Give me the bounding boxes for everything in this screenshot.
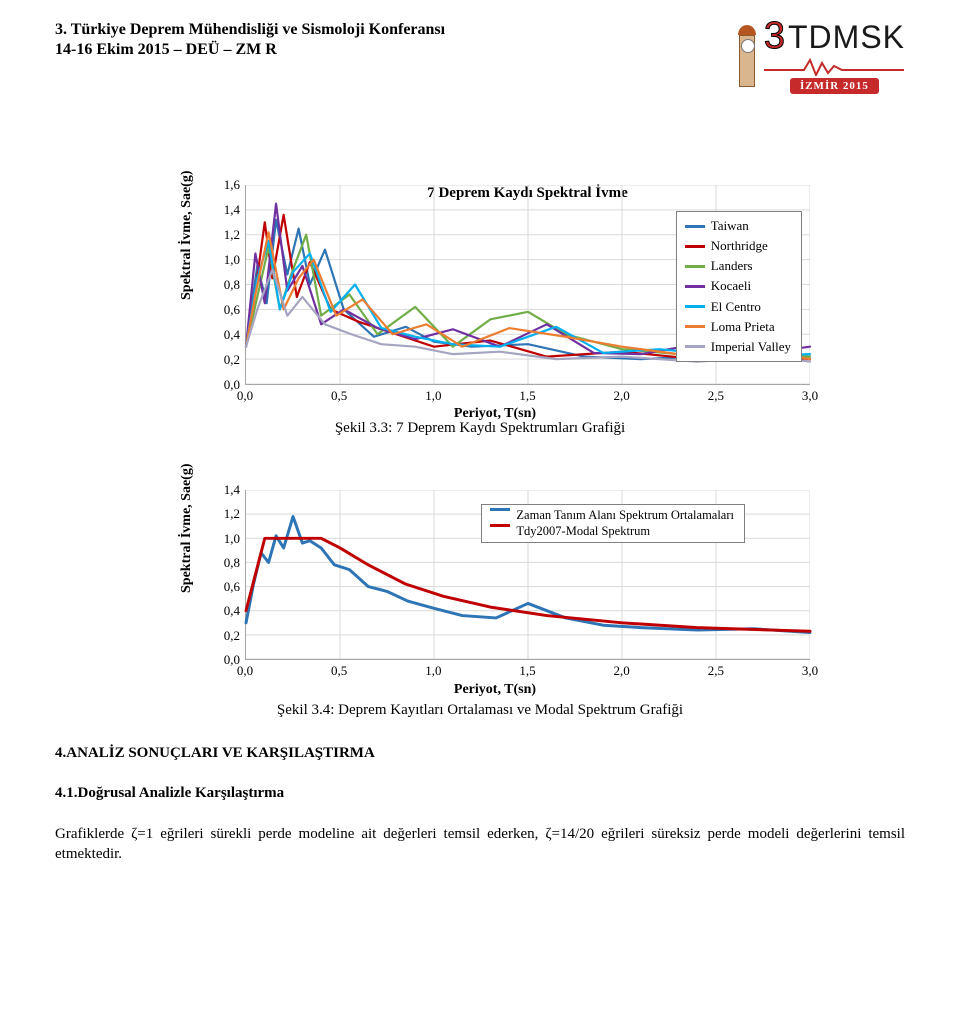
xtick: 2,5 <box>708 388 724 404</box>
ytick: 0,4 <box>224 327 240 343</box>
xtick: 2,0 <box>614 388 630 404</box>
ytick: 1,4 <box>224 202 240 218</box>
paragraph: Grafiklerde ζ=1 eğrileri sürekli perde m… <box>55 825 905 864</box>
clock-tower-icon <box>738 25 756 85</box>
legend-item: Kocaeli <box>685 276 791 296</box>
xtick: 1,0 <box>425 663 441 679</box>
chart-ortalama: Spektral İvme, Sae(g) Periyot, T(sn) Zam… <box>175 485 815 700</box>
conf-logo: 3TDMSK İZMİR 2015 <box>738 15 905 94</box>
chart2-xlabel: Periyot, T(sn) <box>454 682 536 698</box>
heading-analiz: 4.ANALİZ SONUÇLARI VE KARŞILAŞTIRMA <box>55 745 375 762</box>
xtick: 3,0 <box>802 663 818 679</box>
ytick: 1,2 <box>224 227 240 243</box>
ytick: 0,8 <box>224 277 240 293</box>
legend-label: Kocaeli <box>711 276 751 296</box>
legend-item: Northridge <box>685 236 791 256</box>
chart2-caption: Şekil 3.4: Deprem Kayıtları Ortalaması v… <box>0 702 960 719</box>
ytick: 0,6 <box>224 579 240 595</box>
chart2-ylabel: Spektral İvme, Sae(g) <box>179 463 195 593</box>
legend-swatch <box>685 265 705 268</box>
legend-label: Landers <box>711 256 753 276</box>
legend-item: El Centro <box>685 297 791 317</box>
xtick: 3,0 <box>802 388 818 404</box>
xtick: 0,5 <box>331 663 347 679</box>
legend-swatch <box>490 524 510 527</box>
ytick: 0,4 <box>224 603 240 619</box>
chart2-plot: Zaman Tanım Alanı Spektrum OrtalamalarıT… <box>245 490 810 660</box>
legend-label: Tdy2007-Modal Spektrum <box>516 524 734 540</box>
ytick: 0,6 <box>224 302 240 318</box>
xtick: 0,0 <box>237 388 253 404</box>
page-header: 3. Türkiye Deprem Mühendisliği ve Sismol… <box>55 20 905 60</box>
legend-item: Imperial Valley <box>685 337 791 357</box>
legend-label: Zaman Tanım Alanı Spektrum Ortalamaları <box>516 508 734 524</box>
legend-label: Northridge <box>711 236 768 256</box>
ytick: 1,0 <box>224 531 240 547</box>
ytick: 0,2 <box>224 352 240 368</box>
izmir-badge: İZMİR 2015 <box>790 78 879 94</box>
chart-7-deprem: 7 Deprem Kaydı Spektral İvme Spektral İv… <box>175 180 815 420</box>
heading-dogrusal: 4.1.Doğrusal Analizle Karşılaştırma <box>55 785 284 802</box>
ecg-pulse-icon <box>764 58 904 76</box>
xtick: 0,0 <box>237 663 253 679</box>
legend-item: Zaman Tanım Alanı Spektrum Ortalamaları <box>490 508 734 524</box>
legend-item: Taiwan <box>685 216 791 236</box>
xtick: 1,5 <box>519 388 535 404</box>
xtick: 1,5 <box>519 663 535 679</box>
chart1-caption: Şekil 3.3: 7 Deprem Kaydı Spektrumları G… <box>0 420 960 437</box>
tdmsk-text: 3TDMSK <box>764 15 905 58</box>
chart2-legend: Zaman Tanım Alanı Spektrum OrtalamalarıT… <box>481 504 745 543</box>
ytick: 1,4 <box>224 482 240 498</box>
ytick: 0,8 <box>224 555 240 571</box>
legend-item: Loma Prieta <box>685 317 791 337</box>
ytick: 1,0 <box>224 252 240 268</box>
legend-swatch <box>685 305 705 308</box>
chart1-ylabel: Spektral İvme, Sae(g) <box>179 171 195 301</box>
legend-item: Tdy2007-Modal Spektrum <box>490 524 734 540</box>
legend-label: Loma Prieta <box>711 317 775 337</box>
legend-swatch <box>490 508 510 511</box>
legend-item: Landers <box>685 256 791 276</box>
xtick: 0,5 <box>331 388 347 404</box>
legend-label: Taiwan <box>711 216 749 236</box>
ytick: 1,6 <box>224 177 240 193</box>
legend-label: Imperial Valley <box>711 337 791 357</box>
xtick: 2,5 <box>708 663 724 679</box>
legend-label: El Centro <box>711 297 761 317</box>
xtick: 2,0 <box>614 663 630 679</box>
chart1-plot: TaiwanNorthridgeLandersKocaeliEl CentroL… <box>245 185 810 385</box>
legend-swatch <box>685 325 705 328</box>
ytick: 1,2 <box>224 506 240 522</box>
xtick: 1,0 <box>425 388 441 404</box>
chart1-legend: TaiwanNorthridgeLandersKocaeliEl CentroL… <box>676 211 802 362</box>
legend-swatch <box>685 245 705 248</box>
legend-swatch <box>685 225 705 228</box>
legend-swatch <box>685 285 705 288</box>
legend-swatch <box>685 345 705 348</box>
ytick: 0,2 <box>224 628 240 644</box>
